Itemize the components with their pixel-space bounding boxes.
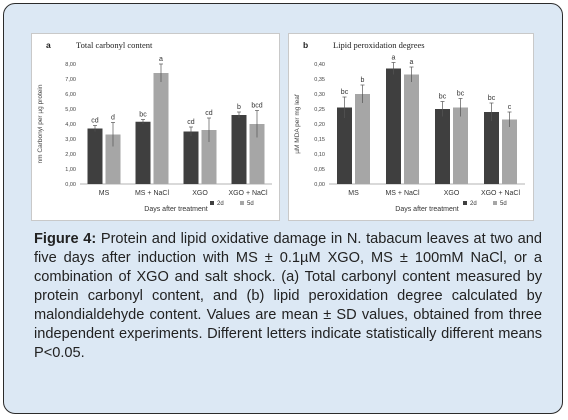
significance-letter: bc <box>439 94 447 101</box>
significance-letter: bc <box>341 89 349 96</box>
y-tick-label: 0,05 <box>314 167 325 173</box>
significance-letter: c <box>508 104 512 111</box>
x-category-label: MS <box>348 190 359 197</box>
chart-title: Lipid peroxidation degrees <box>333 40 425 50</box>
x-category-label: MS + NaCl <box>385 190 419 197</box>
x-category-label: XGO + NaCl <box>228 190 268 197</box>
y-tick-label: 2,00 <box>65 152 76 158</box>
significance-letter: cd <box>91 118 99 125</box>
figure-caption: Figure 4: Protein and lipid oxidative da… <box>34 230 542 363</box>
figure-frame: a Total carbonyl content 0,00 1,00 2,00 3,00 4… <box>3 3 563 414</box>
x-axis-label: Days after treatment <box>395 206 458 213</box>
y-tick-label: 0,10 <box>314 152 325 158</box>
significance-letter: a <box>410 59 414 66</box>
chart-b-svg: b Lipid peroxidation degrees 0,00 0,05 0,10 0… <box>294 40 525 213</box>
bar <box>249 124 265 184</box>
bar <box>231 115 247 184</box>
y-axis-label: µM MDA per mg leaf <box>294 94 301 154</box>
legend-label: 5d <box>247 201 254 207</box>
y-tick-label: 0,00 <box>314 182 325 188</box>
y-tick-label: 0,00 <box>65 182 76 188</box>
bar <box>484 112 499 184</box>
bar <box>453 107 468 184</box>
bar <box>201 130 217 184</box>
significance-letter: a <box>392 55 396 62</box>
x-axis-label: Days after treatment <box>144 206 207 213</box>
significance-letter: bc <box>457 91 465 98</box>
y-axis-label: nm Carbonyl per µg protein <box>37 84 44 163</box>
y-tick-label: 0,25 <box>314 107 325 113</box>
y-tick-label: 0,30 <box>314 92 325 98</box>
y-tick-label: 8,00 <box>65 62 76 68</box>
y-tick-label: 7,00 <box>65 77 76 83</box>
bar <box>87 128 103 184</box>
y-tick-label: 0,20 <box>314 122 325 128</box>
x-category-label: XGO + NaCl <box>481 190 521 197</box>
legend-label: 2d <box>217 201 224 207</box>
bar <box>153 73 169 184</box>
caption-label: Figure 4: <box>34 231 97 247</box>
x-category-label: MS <box>99 190 110 197</box>
significance-letter: bc <box>488 95 496 102</box>
significance-letter: cd <box>205 110 213 117</box>
y-tick-label: 0,35 <box>314 77 325 83</box>
bar <box>355 94 370 184</box>
x-category-label: XGO <box>192 190 208 197</box>
chart-title: Total carbonyl content <box>76 40 153 50</box>
y-tick-label: 3,00 <box>65 137 76 143</box>
bar <box>386 68 401 184</box>
significance-letter: bcd <box>251 103 262 110</box>
significance-letter: b <box>237 104 241 111</box>
legend-swatch <box>210 201 214 205</box>
significance-letter: bc <box>139 112 147 119</box>
bar <box>337 107 352 184</box>
significance-letter: cd <box>187 119 195 126</box>
y-tick-label: 5,00 <box>65 107 76 113</box>
significance-letter: a <box>159 56 163 63</box>
legend-swatch <box>493 201 497 205</box>
chart-panel-b: b Lipid peroxidation degrees 0,00 0,05 0,10 0… <box>288 33 534 221</box>
y-tick-label: 0,40 <box>314 62 325 68</box>
panel-letter: a <box>46 40 51 50</box>
bar <box>105 134 121 184</box>
panel-letter: b <box>303 40 308 50</box>
y-tick-label: 1,00 <box>65 167 76 173</box>
y-tick-label: 6,00 <box>65 92 76 98</box>
y-tick-label: 0,15 <box>314 137 325 143</box>
chart-a-svg: a Total carbonyl content 0,00 1,00 2,00 3,00 4… <box>37 40 272 213</box>
legend-swatch <box>463 201 467 205</box>
y-tick-label: 4,00 <box>65 122 76 128</box>
legend-label: 5d <box>500 201 507 207</box>
chart-panel-a: a Total carbonyl content 0,00 1,00 2,00 3,00 4… <box>31 33 280 221</box>
bar <box>183 131 199 184</box>
legend-swatch <box>240 201 244 205</box>
bar <box>135 121 151 184</box>
significance-letter: b <box>361 77 365 84</box>
caption-text: Protein and lipid oxidative damage in N.… <box>34 231 542 361</box>
significance-letter: d <box>111 115 115 122</box>
x-category-label: MS + NaCl <box>135 190 169 197</box>
bar <box>435 109 450 184</box>
x-category-label: XGO <box>444 190 460 197</box>
bar <box>404 74 419 184</box>
legend-label: 2d <box>470 201 477 207</box>
bar <box>502 119 517 184</box>
